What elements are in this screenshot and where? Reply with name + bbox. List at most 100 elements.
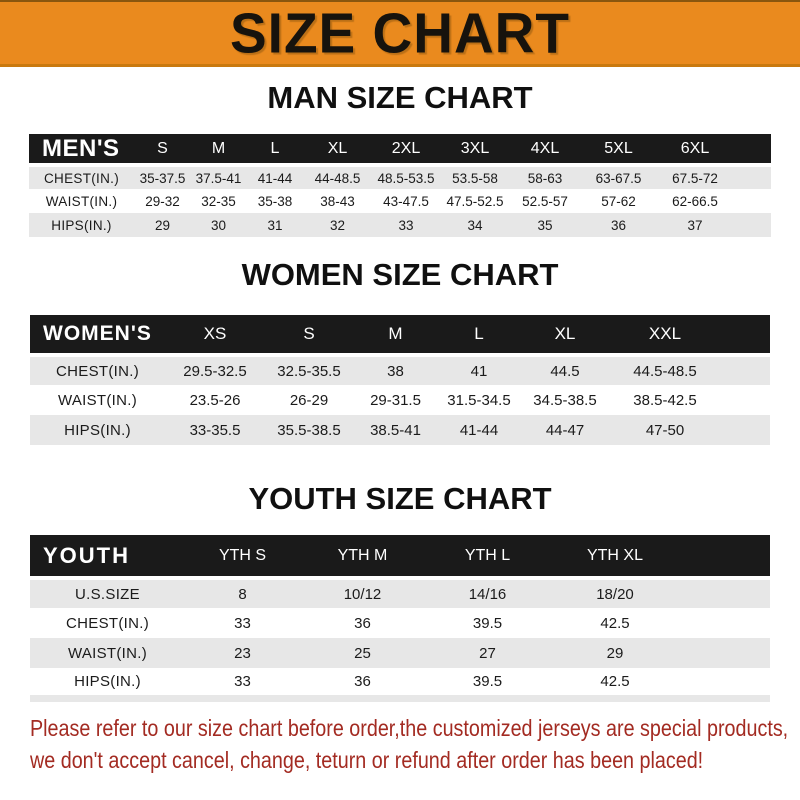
size-value-cell: 38.5-42.5	[633, 391, 697, 409]
size-value-cell: 36	[354, 614, 371, 632]
filler-cell	[680, 668, 770, 698]
measurement-label: U.S.SIZE	[75, 585, 140, 603]
table-row: WAIST(IN.) 23.5-26 26-29 29-31.5 31.5-34.5 34…	[30, 385, 770, 415]
measurement-label: WAIST(IN.)	[67, 644, 148, 662]
size-chart-banner: SIZE CHART	[0, 0, 800, 67]
size-value-cell: 36	[354, 672, 371, 690]
table-row: CHEST(IN.) 29.5-32.5 32.5-35.5 38 41 44.5 44.5…	[30, 355, 770, 385]
size-column-header: YTH S	[185, 535, 300, 578]
size-value-cell: 37.5-41	[195, 170, 242, 186]
women-size-chart-heading: WOMEN SIZE CHART	[241, 257, 559, 292]
size-column-header: YTH XL	[550, 535, 680, 578]
measurement-label: HIPS(IN.)	[51, 217, 112, 233]
filler-cell	[720, 355, 770, 385]
size-value-cell: 29-32	[145, 193, 180, 209]
size-value-cell: 27	[479, 644, 496, 662]
filler-cell	[734, 165, 771, 189]
size-value-cell: 44-48.5	[314, 170, 361, 186]
filler-cell	[680, 608, 770, 638]
size-value-cell: 34.5-38.5	[533, 391, 597, 409]
table-header-row: WOMEN'S XS S M L XL XXL	[30, 315, 770, 355]
size-value-cell: 31	[267, 217, 283, 233]
measurement-label: WAIST(IN.)	[57, 391, 138, 409]
filler-cell	[734, 189, 771, 213]
footer-line-2-text: we don't accept cancel, change, teturn o…	[30, 746, 704, 773]
table-row: WAIST(IN.) 29-32 32-35 35-38 38-43 43-47.5 47.…	[29, 189, 771, 213]
size-value-cell: 39.5	[472, 614, 503, 632]
size-value-cell: 63-67.5	[595, 170, 642, 186]
size-value-cell: 31.5-34.5	[447, 391, 511, 409]
size-value-cell: 34	[467, 217, 483, 233]
table-row: CHEST(IN.) 35-37.5 37.5-41 41-44 44-48.5 48.5…	[29, 165, 771, 189]
size-value-cell: 23.5-26	[189, 391, 241, 409]
measurement-label: HIPS(IN.)	[74, 672, 141, 690]
size-value-cell: 38	[387, 362, 404, 380]
youth-size-chart-heading: YOUTH SIZE CHART	[248, 481, 552, 516]
size-value-cell: 33-35.5	[189, 421, 241, 439]
size-value-cell: 44-47	[545, 421, 585, 439]
size-value-cell: 8	[238, 585, 247, 603]
footer-line-1: Please refer to our size chart before or…	[30, 712, 800, 744]
size-column-header: S	[134, 134, 191, 165]
size-column-header: 6XL	[656, 134, 734, 165]
filler-cell	[720, 385, 770, 415]
measurement-label: CHEST(IN.)	[44, 170, 119, 186]
size-value-cell: 32.5-35.5	[277, 362, 341, 380]
table-row: CHEST(IN.) 33 36 39.5 42.5	[30, 608, 770, 638]
size-value-cell: 36	[610, 217, 627, 233]
size-column-header: XL	[520, 315, 610, 355]
footer-line-1-text: Please refer to our size chart before or…	[30, 714, 789, 741]
size-value-cell: 32	[329, 217, 346, 233]
men-size-table: MEN'S S M L XL 2XL 3XL 4XL 5XL 6XL CHEST(IN.) 35-37…	[29, 134, 771, 237]
size-value-cell: 58-63	[527, 170, 563, 186]
measurement-label: HIPS(IN.)	[64, 421, 131, 439]
table-row: U.S.SIZE 8 10/12 14/16 18/20	[30, 578, 770, 608]
table-group-label: MEN'S	[29, 134, 134, 165]
page-title: SIZE CHART	[230, 1, 570, 65]
table-row: HIPS(IN.) 29 30 31 32 33 34 35 36 37	[29, 213, 771, 237]
table-group-label: WOMEN'S	[30, 315, 165, 355]
size-value-cell: 10/12	[343, 585, 382, 603]
size-value-cell: 47-50	[645, 421, 685, 439]
size-column-header: XXL	[610, 315, 720, 355]
table-header-row: YOUTH YTH S YTH M YTH L YTH XL	[30, 535, 770, 578]
size-value-cell: 41	[470, 362, 488, 380]
size-column-header: 5XL	[581, 134, 656, 165]
table-row: HIPS(IN.) 33 36 39.5 42.5	[30, 668, 770, 698]
filler-cell	[680, 638, 770, 668]
size-column-header: M	[353, 315, 438, 355]
youth-size-table: YOUTH YTH S YTH M YTH L YTH XL U.S.SIZE 8 10/12…	[30, 535, 770, 702]
table-row: WAIST(IN.) 23 25 27 29	[30, 638, 770, 668]
table-group-label: YOUTH	[30, 535, 185, 578]
measurement-label: CHEST(IN.)	[56, 362, 139, 380]
size-column-header: M	[191, 134, 246, 165]
size-value-cell: 42.5	[600, 672, 630, 690]
size-value-cell: 48.5-53.5	[377, 170, 435, 186]
size-value-cell: 44.5	[550, 362, 580, 380]
filler-cell	[720, 415, 770, 445]
size-value-cell: 39.5	[472, 672, 503, 690]
size-value-cell: 26-29	[289, 391, 329, 409]
size-column-header: 2XL	[371, 134, 441, 165]
size-value-cell: 35	[537, 217, 553, 233]
size-value-cell: 25	[354, 644, 371, 662]
size-value-cell: 29	[606, 644, 624, 662]
size-column-header: XS	[165, 315, 265, 355]
size-value-cell: 42.5	[600, 614, 630, 632]
size-value-cell: 52.5-57	[522, 193, 568, 209]
size-value-cell: 23	[234, 644, 251, 662]
size-value-cell: 44.5-48.5	[633, 362, 697, 380]
table-header-row: MEN'S S M L XL 2XL 3XL 4XL 5XL 6XL	[29, 134, 771, 165]
filler-cell	[680, 578, 770, 608]
size-value-cell: 33	[234, 672, 251, 690]
filler-cell	[734, 134, 771, 165]
size-column-header: S	[265, 315, 353, 355]
size-value-cell: 35.5-38.5	[277, 421, 341, 439]
filler-cell	[680, 535, 770, 578]
women-size-table: WOMEN'S XS S M L XL XXL CHEST(IN.) 29.5-32.5 32.5…	[30, 315, 770, 445]
size-value-cell: 67.5-72	[672, 170, 718, 186]
size-value-cell: 29.5-32.5	[183, 362, 247, 380]
table-row: HIPS(IN.) 33-35.5 35.5-38.5 38.5-41 41-44 44-…	[30, 415, 770, 445]
size-chart-page: SIZE CHART MAN SIZE CHART MEN'S S M L XL 2XL 3…	[0, 0, 800, 773]
size-value-cell: 62-66.5	[672, 193, 718, 209]
